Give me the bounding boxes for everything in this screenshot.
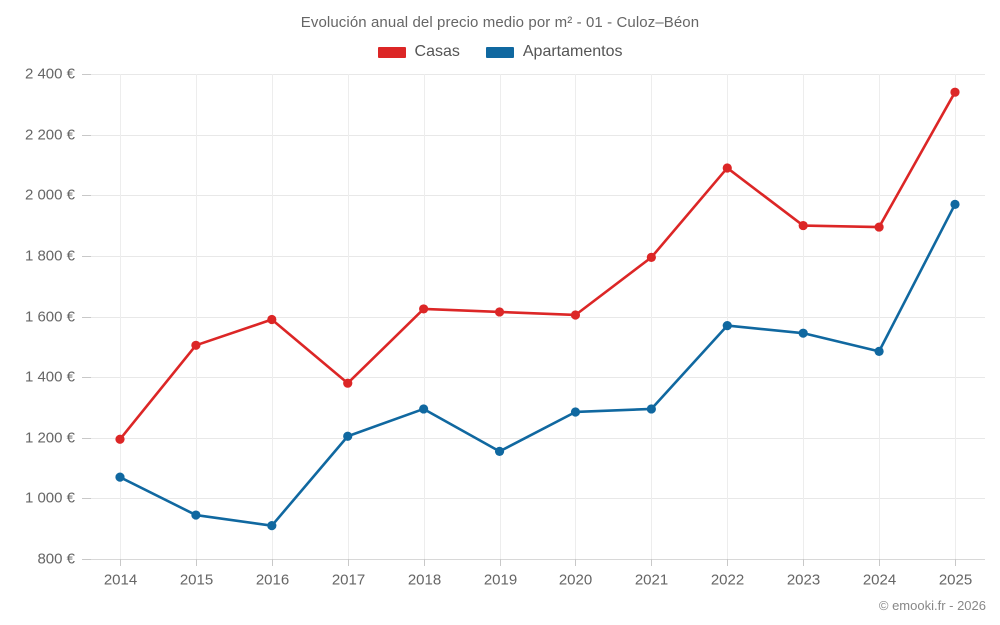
data-point[interactable] bbox=[874, 222, 884, 232]
series-line-casas bbox=[118, 90, 957, 441]
x-tick-label: 2024 bbox=[863, 571, 896, 588]
x-tick-label: 2017 bbox=[332, 571, 365, 588]
y-tick-label: 2 000 € bbox=[25, 186, 76, 203]
x-axis-labels: 2014 2015 2016 2017 2018 2019 2020 2021 2022 2023… bbox=[104, 571, 972, 588]
data-point[interactable] bbox=[191, 510, 201, 520]
y-tick-label: 1 400 € bbox=[25, 368, 76, 385]
x-tick-label: 2019 bbox=[484, 571, 517, 588]
y-tick-label: 1 600 € bbox=[25, 308, 76, 325]
data-point[interactable] bbox=[646, 252, 656, 262]
y-tick-label: 2 400 € bbox=[25, 65, 76, 82]
x-tick-label: 2015 bbox=[180, 571, 213, 588]
data-point[interactable] bbox=[798, 328, 808, 338]
data-point[interactable] bbox=[950, 87, 960, 97]
legend-label-casas: Casas bbox=[414, 43, 460, 60]
data-point[interactable] bbox=[419, 304, 429, 314]
footer-credit: © emooki.fr - 2026 bbox=[878, 598, 986, 613]
data-point[interactable] bbox=[343, 378, 353, 388]
legend-item-apartamentos[interactable]: Apartamentos bbox=[485, 43, 623, 61]
data-point[interactable] bbox=[115, 472, 125, 482]
data-point[interactable] bbox=[722, 163, 732, 173]
grid-layer bbox=[91, 74, 985, 559]
y-axis-labels: 800 € 1 000 € 1 200 € 1 400 € 1 600 € 1 800 €… bbox=[25, 65, 76, 567]
y-tick-label: 1 200 € bbox=[25, 429, 76, 446]
x-tick-label: 2025 bbox=[939, 571, 972, 588]
data-point[interactable] bbox=[115, 434, 125, 444]
x-tick-label: 2020 bbox=[559, 571, 592, 588]
chart-legend: Casas Apartamentos bbox=[0, 43, 1000, 61]
legend-item-casas[interactable]: Casas bbox=[377, 43, 460, 61]
data-point[interactable] bbox=[950, 199, 960, 209]
legend-label-apartamentos: Apartamentos bbox=[522, 43, 623, 60]
data-point[interactable] bbox=[570, 407, 581, 417]
y-tick-label: 2 200 € bbox=[25, 126, 76, 143]
data-point[interactable] bbox=[267, 521, 277, 531]
x-tick-label: 2014 bbox=[104, 571, 137, 588]
x-tick-label: 2021 bbox=[635, 571, 668, 588]
x-tick-label: 2022 bbox=[711, 571, 744, 588]
x-tick-label: 2016 bbox=[256, 571, 289, 588]
data-point[interactable] bbox=[343, 431, 353, 441]
y-tick-label: 1 000 € bbox=[25, 489, 76, 506]
data-point[interactable] bbox=[570, 310, 581, 320]
data-point[interactable] bbox=[494, 307, 505, 317]
x-tick-label: 2018 bbox=[408, 571, 441, 588]
series-layer bbox=[115, 87, 960, 531]
data-point[interactable] bbox=[267, 314, 277, 325]
y-tick-label: 1 800 € bbox=[25, 247, 76, 264]
axis-layer bbox=[82, 74, 985, 566]
data-point[interactable] bbox=[646, 404, 656, 414]
data-point[interactable] bbox=[494, 446, 505, 456]
x-tick-label: 2023 bbox=[787, 571, 820, 588]
data-point[interactable] bbox=[798, 220, 808, 231]
data-point[interactable] bbox=[191, 340, 201, 350]
chart-title: Evolución anual del precio medio por m² … bbox=[300, 14, 700, 31]
data-point[interactable] bbox=[722, 320, 732, 331]
series-line-apartamentos bbox=[118, 203, 957, 527]
data-point[interactable] bbox=[419, 404, 429, 414]
y-tick-label: 800 € bbox=[37, 550, 75, 567]
legend-swatch-icon bbox=[377, 46, 406, 58]
legend-swatch-icon bbox=[485, 46, 514, 58]
data-point[interactable] bbox=[874, 346, 884, 356]
